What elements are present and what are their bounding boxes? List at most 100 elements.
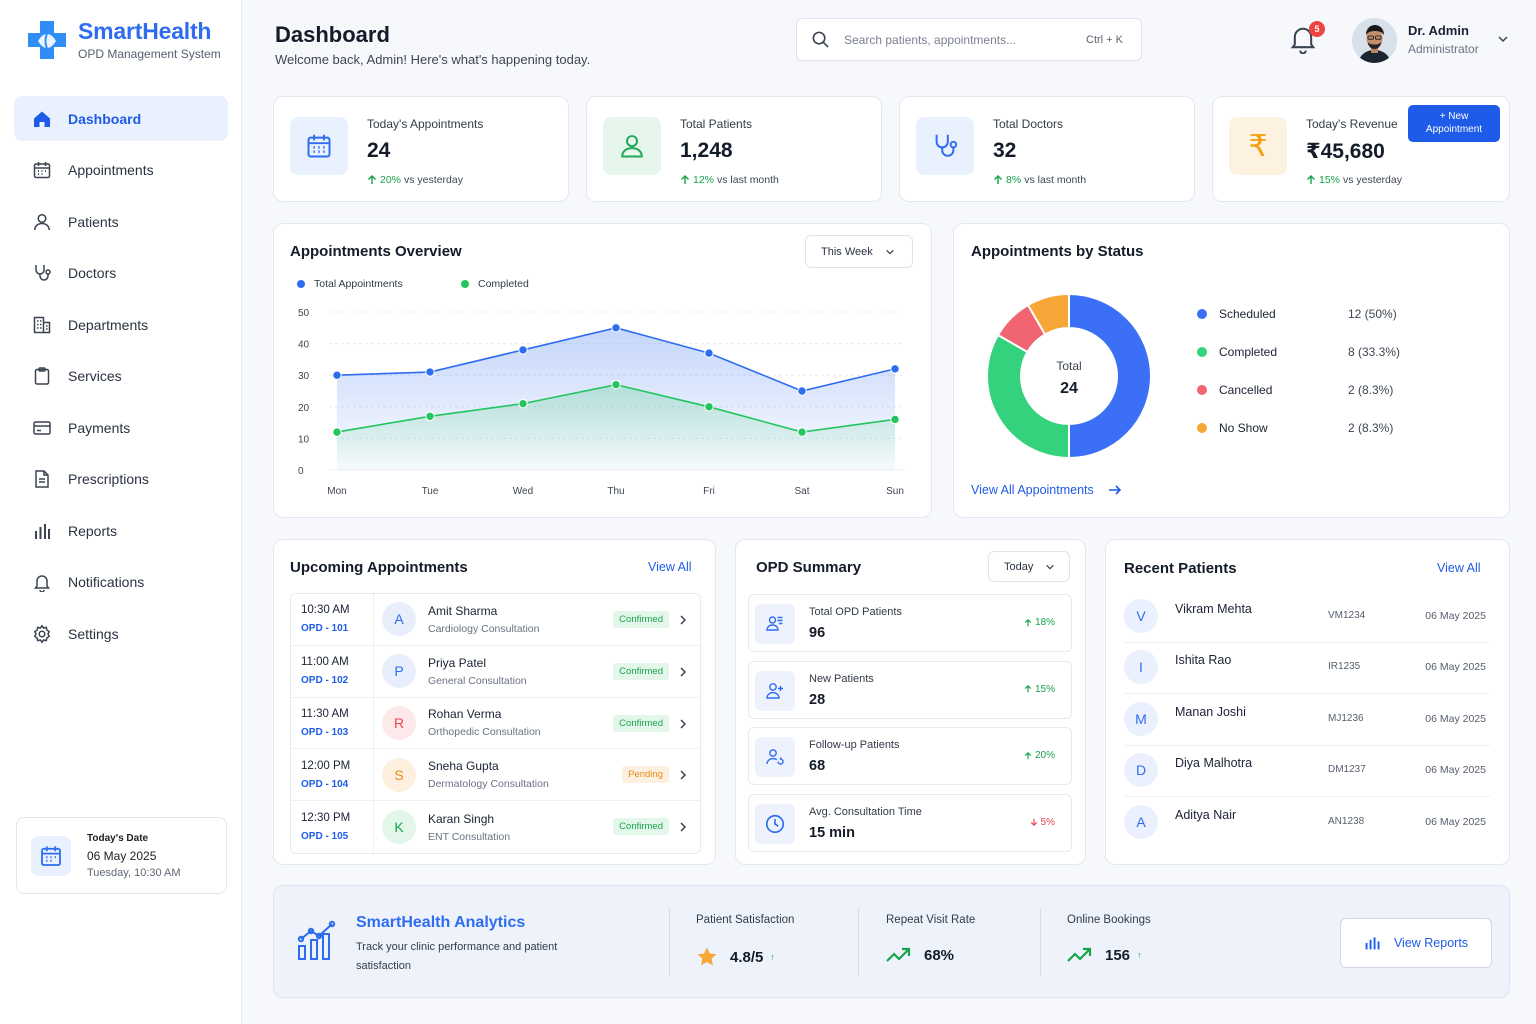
card-icon xyxy=(32,418,52,438)
appointment-row[interactable]: 10:30 AM OPD - 101 A Amit Sharma Cardiology … xyxy=(291,594,700,646)
chevron-right-icon[interactable] xyxy=(679,666,687,678)
arrow-right-icon xyxy=(1108,484,1122,496)
data-point[interactable] xyxy=(518,398,528,409)
data-point[interactable] xyxy=(890,364,900,374)
opd-filter-dropdown[interactable]: Today xyxy=(988,551,1070,582)
status-count: 12 (50%) xyxy=(1348,307,1397,321)
sidebar-item-label: Departments xyxy=(68,316,149,333)
chevron-down-icon[interactable] xyxy=(1497,33,1509,45)
opd-metric-label: Total OPD Patients xyxy=(809,606,902,618)
data-point[interactable] xyxy=(611,379,621,390)
opd-change-value: 20% xyxy=(1034,750,1055,761)
divider xyxy=(858,908,859,976)
donut-center-value: 24 xyxy=(1060,380,1078,397)
data-point[interactable] xyxy=(797,427,807,437)
appointment-row[interactable]: 11:30 AM OPD - 103 R Rohan Verma Orthopedic … xyxy=(291,697,700,750)
sidebar-item-departments[interactable]: Departments xyxy=(14,302,228,347)
user-role: Administrator xyxy=(1408,42,1479,56)
search-bar[interactable]: Ctrl + K xyxy=(796,18,1142,61)
patient-initial-avatar: R xyxy=(382,705,416,740)
data-point[interactable] xyxy=(890,414,900,425)
appointment-row[interactable]: 12:00 PM OPD - 104 S Sneha Gupta Dermatology… xyxy=(291,749,700,802)
donut-slice[interactable] xyxy=(986,333,1070,460)
arrow-up-icon xyxy=(367,175,377,185)
y-tick-label: 0 xyxy=(298,466,304,477)
stat-card-todays-appointments[interactable]: Today's Appointments 24 20% vs yesterday xyxy=(273,96,569,202)
donut-slice[interactable] xyxy=(1068,292,1152,460)
analytics-banner: SmartHealth Analytics Track your clinic … xyxy=(273,885,1510,998)
appointment-time: 11:30 AM xyxy=(301,707,349,720)
sidebar-item-notifications[interactable]: Notifications xyxy=(14,560,228,605)
view-reports-button[interactable]: View Reports xyxy=(1340,918,1492,968)
patient-initial-avatar: K xyxy=(382,810,416,845)
sidebar-item-payments[interactable]: Payments xyxy=(14,405,228,450)
sidebar-item-patients[interactable]: Patients xyxy=(14,199,228,244)
chevron-right-icon[interactable] xyxy=(679,769,687,781)
arrow-up-icon xyxy=(1024,618,1032,628)
calendar-icon xyxy=(32,160,52,180)
chevron-right-icon[interactable] xyxy=(679,821,687,833)
user-name: Dr. Admin xyxy=(1408,23,1469,38)
chevron-right-icon[interactable] xyxy=(679,718,687,730)
consultation-type: ENT Consultation xyxy=(428,830,511,843)
sidebar-item-appointments[interactable]: Appointments xyxy=(14,148,228,193)
arrow-up-icon xyxy=(680,175,690,185)
legend-completed: Completed xyxy=(461,278,529,290)
appointment-row[interactable]: 12:30 PM OPD - 105 K Karan Singh ENT Consult… xyxy=(291,801,700,853)
data-point[interactable] xyxy=(425,367,435,377)
recent-patient-row[interactable]: I Ishita Rao IR1235 06 May 2025 xyxy=(1124,643,1490,695)
recent-patient-row[interactable]: A Aditya Nair AN1238 06 May 2025 xyxy=(1124,798,1490,849)
today-date-card: Today's Date 06 May 2025 Tuesday, 10:30 … xyxy=(16,817,227,894)
brand-subtitle: OPD Management System xyxy=(78,47,221,61)
appointment-time-cell: 12:30 PM OPD - 105 xyxy=(291,801,374,853)
data-point[interactable] xyxy=(797,386,807,396)
patient-id: VM1234 xyxy=(1328,610,1366,621)
search-input[interactable] xyxy=(844,32,1064,47)
recent-patient-row[interactable]: V Vikram Mehta VM1234 06 May 2025 xyxy=(1124,592,1490,643)
data-point[interactable] xyxy=(332,427,342,437)
building-icon xyxy=(32,315,52,335)
new-appointment-button[interactable]: + New Appointment xyxy=(1408,105,1500,142)
overview-filter-dropdown[interactable]: This Week xyxy=(805,235,913,268)
data-point[interactable] xyxy=(332,370,342,380)
user-avatar[interactable] xyxy=(1352,18,1397,63)
calendar-icon xyxy=(31,835,71,876)
patient-name: Rohan Verma xyxy=(428,707,502,722)
sidebar-item-settings[interactable]: Settings xyxy=(14,611,228,656)
opd-title: OPD Summary xyxy=(756,559,862,576)
chevron-right-icon[interactable] xyxy=(679,614,687,626)
recent-patient-row[interactable]: M Manan Joshi MJ1236 06 May 2025 xyxy=(1124,695,1490,746)
status-name: Scheduled xyxy=(1219,307,1276,321)
view-all-appointments-link[interactable]: View All Appointments xyxy=(971,483,1122,497)
opd-metric-value: 15 min xyxy=(809,824,855,841)
stat-change: 8% vs last month xyxy=(993,174,1086,186)
brand-logo[interactable]: SmartHealth OPD Management System xyxy=(26,18,221,61)
patient-name: Manan Joshi xyxy=(1175,704,1246,719)
data-point[interactable] xyxy=(611,323,621,333)
sidebar-item-dashboard[interactable]: Dashboard xyxy=(14,96,228,141)
data-point[interactable] xyxy=(704,402,714,412)
upcoming-view-all-link[interactable]: View All xyxy=(648,560,692,574)
notification-bell-icon[interactable] xyxy=(1289,24,1319,54)
sidebar-item-services[interactable]: Services xyxy=(14,354,228,399)
stat-card-total-doctors[interactable]: Total Doctors 32 8% vs last month xyxy=(899,96,1195,202)
data-point[interactable] xyxy=(425,411,435,421)
sidebar-item-doctors[interactable]: Doctors xyxy=(14,251,228,296)
stat-card-total-patients[interactable]: Total Patients 1,248 12% vs last month xyxy=(586,96,882,202)
series-area xyxy=(337,384,895,470)
donut-slice[interactable] xyxy=(1026,292,1070,336)
users-refresh-icon xyxy=(755,737,795,777)
filter-value: Today xyxy=(1004,560,1034,573)
data-point[interactable] xyxy=(704,348,714,358)
recent-view-all-link[interactable]: View All xyxy=(1437,561,1481,575)
legend-swatch xyxy=(1197,347,1207,357)
status-title: Appointments by Status xyxy=(971,243,1144,260)
appointment-row[interactable]: 11:00 AM OPD - 102 P Priya Patel General Con… xyxy=(291,645,700,698)
x-tick-label: Tue xyxy=(422,486,439,497)
clock-icon xyxy=(755,803,795,844)
appointment-time-cell: 12:00 PM OPD - 104 xyxy=(291,749,374,801)
sidebar-item-prescriptions[interactable]: Prescriptions xyxy=(14,457,228,502)
data-point[interactable] xyxy=(518,345,528,355)
recent-patient-row[interactable]: D Diya Malhotra DM1237 06 May 2025 xyxy=(1124,746,1490,798)
sidebar-item-reports[interactable]: Reports xyxy=(14,508,228,553)
